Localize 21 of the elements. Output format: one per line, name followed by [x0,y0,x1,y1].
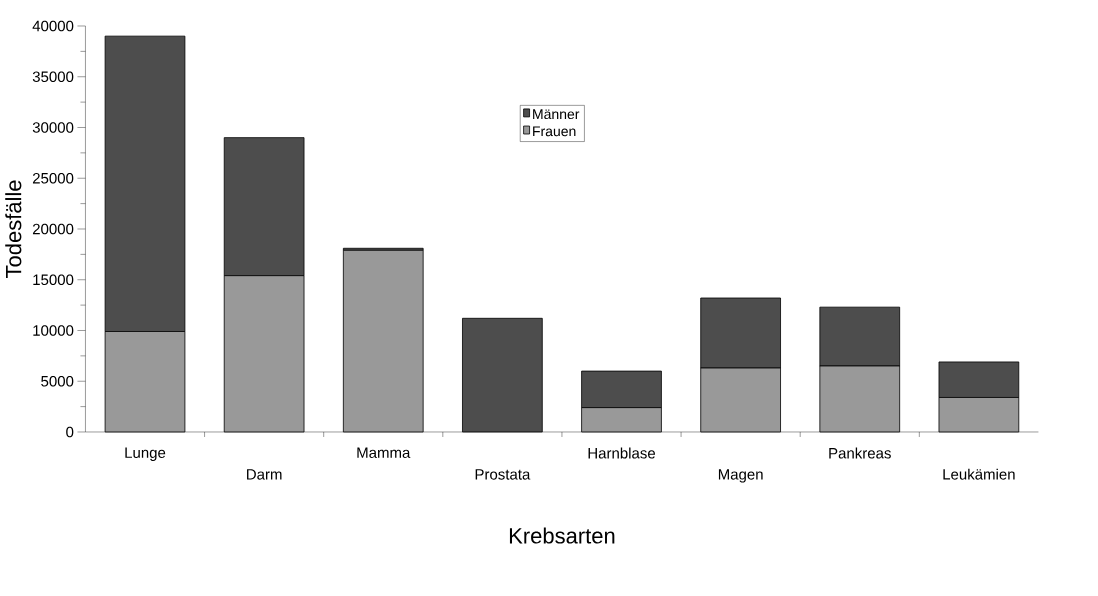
x-axis-title: Krebsarten [509,527,615,544]
x-tick-label: Magen [718,469,763,483]
y-tick-label: 10000 [33,325,74,336]
y-tick-label: 15000 [33,274,74,286]
x-tick-label: Leukämien [943,468,1015,480]
legend-label: Männer [533,109,580,120]
x-tick-label: Mamma [357,447,411,458]
y-tick-label: 20000 [32,223,74,235]
y-tick-label: 35000 [32,71,74,83]
y-axis-title: Todesfälle [5,180,22,279]
y-tick-label: 5000 [41,375,74,387]
x-tick-label: Darm [247,469,282,480]
x-tick-label: Pankreas [829,447,891,459]
y-tick-label: 25000 [32,172,74,184]
y-tick-label: 40000 [32,20,74,32]
x-tick-label: Harnblase [588,447,656,459]
x-tick-label: Prostata [475,469,531,480]
y-tick-label: 0 [66,426,74,438]
x-tick-label: Lunge [125,447,166,461]
y-tick-label: 30000 [32,122,74,133]
legend-label: Frauen [533,126,576,137]
